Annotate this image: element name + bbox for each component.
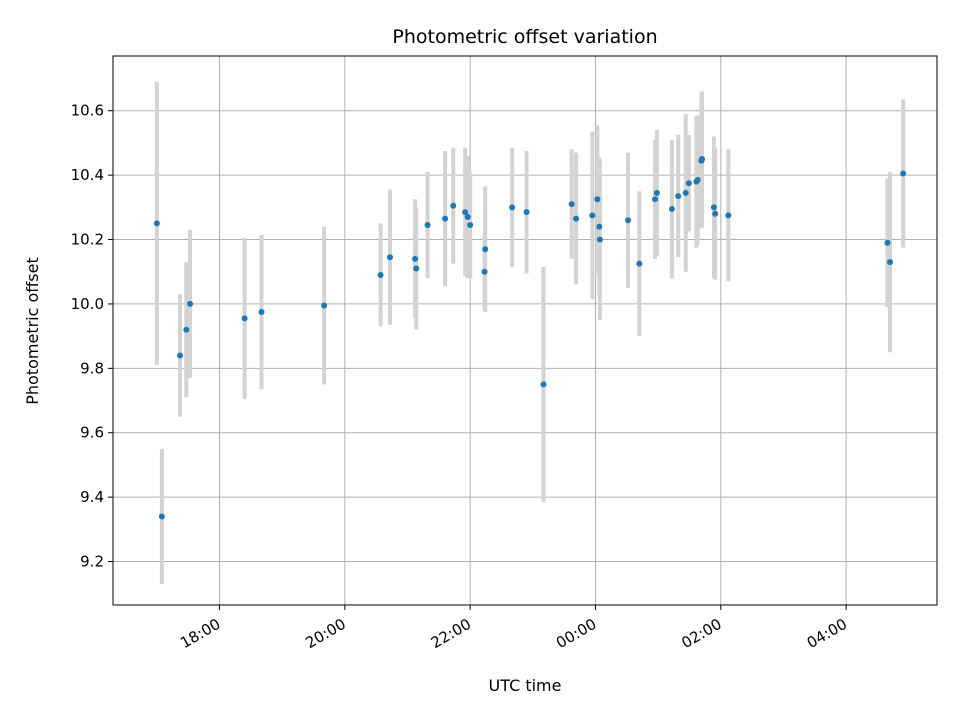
data-point	[675, 193, 682, 200]
y-tick-label: 9.4	[80, 488, 104, 506]
data-point	[636, 260, 643, 267]
data-point	[725, 212, 732, 219]
x-axis-label: UTC time	[489, 676, 562, 695]
data-point	[258, 308, 265, 315]
data-point	[573, 215, 580, 222]
data-point	[540, 381, 547, 388]
data-point	[464, 213, 471, 220]
data-point	[450, 202, 457, 209]
data-point	[177, 352, 184, 359]
plot-frame	[112, 55, 938, 606]
data-point	[523, 209, 530, 216]
data-point	[710, 204, 717, 211]
data-point	[596, 223, 603, 230]
y-axis: 9.2 9.4 9.6 9.8 10.0 10.2 10.4 10.6	[71, 102, 113, 571]
data-point	[462, 209, 469, 216]
data-points	[153, 156, 907, 520]
data-point	[668, 205, 675, 212]
data-point	[694, 176, 701, 183]
data-point	[187, 300, 194, 307]
data-point	[509, 204, 516, 211]
data-point	[183, 326, 190, 333]
data-point	[887, 259, 894, 266]
data-point	[241, 315, 248, 322]
data-point	[424, 222, 431, 229]
data-point	[481, 268, 488, 275]
data-point	[653, 189, 660, 196]
chart-title: Photometric offset variation	[392, 26, 657, 48]
y-tick-label: 10.6	[71, 102, 104, 120]
data-point	[386, 254, 393, 261]
data-point	[884, 239, 891, 246]
y-axis-label: Photometric offset	[23, 257, 42, 405]
data-point	[321, 302, 328, 309]
data-point	[712, 210, 719, 217]
data-point	[412, 255, 419, 262]
y-tick-label: 10.4	[71, 166, 104, 184]
y-tick-label: 9.2	[80, 553, 104, 571]
data-point	[682, 189, 689, 196]
y-tick-label: 9.6	[80, 424, 104, 442]
data-point	[377, 271, 384, 278]
data-point	[589, 212, 596, 219]
data-point	[153, 220, 160, 227]
data-point	[596, 236, 603, 243]
data-point	[568, 201, 575, 208]
y-tick-label: 10.2	[71, 231, 104, 249]
y-tick-label: 10.0	[71, 295, 104, 313]
data-point	[652, 196, 659, 203]
data-point	[594, 196, 601, 203]
y-tick-label: 9.8	[80, 359, 104, 377]
data-point	[482, 246, 489, 253]
data-point	[625, 217, 632, 224]
data-point	[442, 215, 449, 222]
data-point	[467, 222, 474, 229]
data-point	[158, 513, 165, 520]
data-point	[699, 156, 706, 163]
data-point	[900, 170, 907, 177]
data-point	[413, 265, 420, 272]
data-point	[685, 180, 692, 187]
